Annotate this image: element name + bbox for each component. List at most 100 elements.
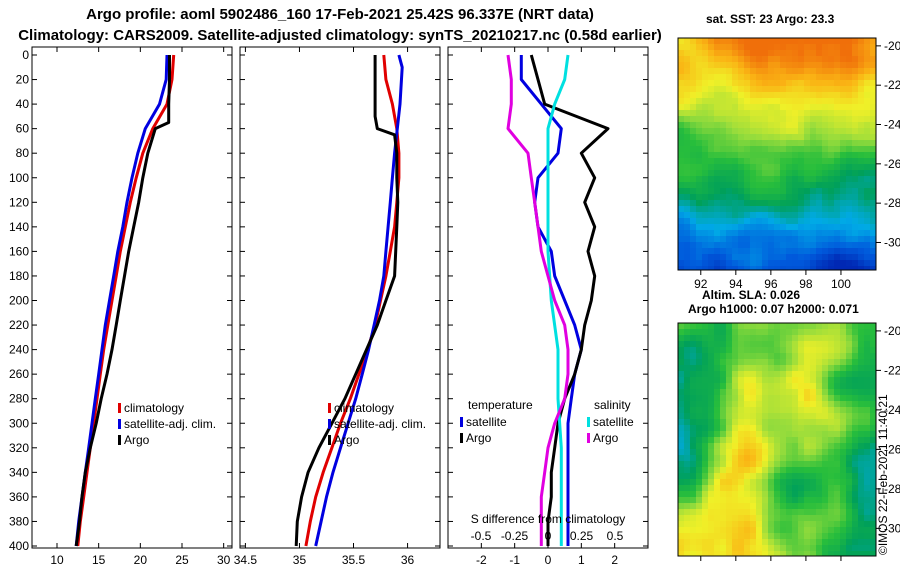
map-cell [816,254,822,260]
map-cell [714,146,720,152]
map-cell [702,248,708,254]
map-cell [726,188,732,194]
map-cell [756,467,762,473]
map-cell [816,527,822,533]
map-cell [852,455,858,461]
map-cell [822,182,828,188]
map-cell [750,533,756,539]
map-cell [732,218,738,224]
map-cell [684,176,690,182]
map-cell [732,158,738,164]
map-cell [702,146,708,152]
map-cell [714,515,720,521]
x-tick-label: 20 [134,553,148,567]
map-cell [810,248,816,254]
map-cell [798,128,804,134]
map-cell [858,212,864,218]
lat-tick-label: -20 [884,39,900,53]
map-cell [798,80,804,86]
map-cell [804,365,810,371]
map-cell [744,497,750,503]
plot-frame [31,46,233,549]
map-cell [810,443,816,449]
depth-tick-label: 200 [9,294,29,308]
map-cell [786,437,792,443]
map-cell [828,425,834,431]
map-cell [756,359,762,365]
map-cell [720,170,726,176]
map-cell [804,383,810,389]
map-cell [738,509,744,515]
map-cell [816,140,822,146]
map-cell [798,50,804,56]
map-cell [714,248,720,254]
map-cell [690,62,696,68]
map-cell [696,140,702,146]
map-cell [774,401,780,407]
map-cell [732,230,738,236]
map-cell [768,335,774,341]
map-cell [714,467,720,473]
map-cell [780,224,786,230]
map-cell [840,509,846,515]
map-cell [852,134,858,140]
map-cell [846,503,852,509]
map-cell [768,176,774,182]
map-cell [780,545,786,551]
map-cell [810,176,816,182]
map-cell [774,359,780,365]
map-cell [822,365,828,371]
map-cell [822,80,828,86]
map-cell [870,479,876,485]
sla-map-title: Altim. SLA: 0.026 [702,288,801,302]
map-cell [780,200,786,206]
map-cell [864,242,870,248]
map-cell [678,128,684,134]
map-cell [750,413,756,419]
depth-tick-label: 300 [9,416,29,430]
map-cell [756,515,762,521]
map-cell [792,206,798,212]
map-cell [696,401,702,407]
map-cell [714,218,720,224]
map-cell [828,461,834,467]
map-cell [852,224,858,230]
map-cell [822,545,828,551]
map-cell [774,407,780,413]
map-cell [810,236,816,242]
map-cell [780,413,786,419]
map-cell [864,86,870,92]
map-cell [798,236,804,242]
map-cell [780,86,786,92]
map-cell [816,521,822,527]
map-cell [798,401,804,407]
map-cell [768,134,774,140]
map-cell [810,50,816,56]
map-cell [714,98,720,104]
map-cell [750,497,756,503]
map-cell [714,134,720,140]
map-cell [756,413,762,419]
map-cell [864,236,870,242]
map-cell [864,122,870,128]
map-cell [702,80,708,86]
map-cell [702,545,708,551]
map-cell [774,545,780,551]
map-cell [870,134,876,140]
map-cell [696,254,702,260]
map-cell [864,110,870,116]
map-cell [858,503,864,509]
map-cell [696,329,702,335]
map-cell [846,383,852,389]
map-cell [738,212,744,218]
map-cell [684,182,690,188]
map-cell [834,260,840,266]
map-cell [822,509,828,515]
map-cell [690,341,696,347]
map-cell [768,200,774,206]
map-cell [690,50,696,56]
map-cell [696,164,702,170]
map-cell [846,485,852,491]
map-cell [678,491,684,497]
map-cell [744,200,750,206]
